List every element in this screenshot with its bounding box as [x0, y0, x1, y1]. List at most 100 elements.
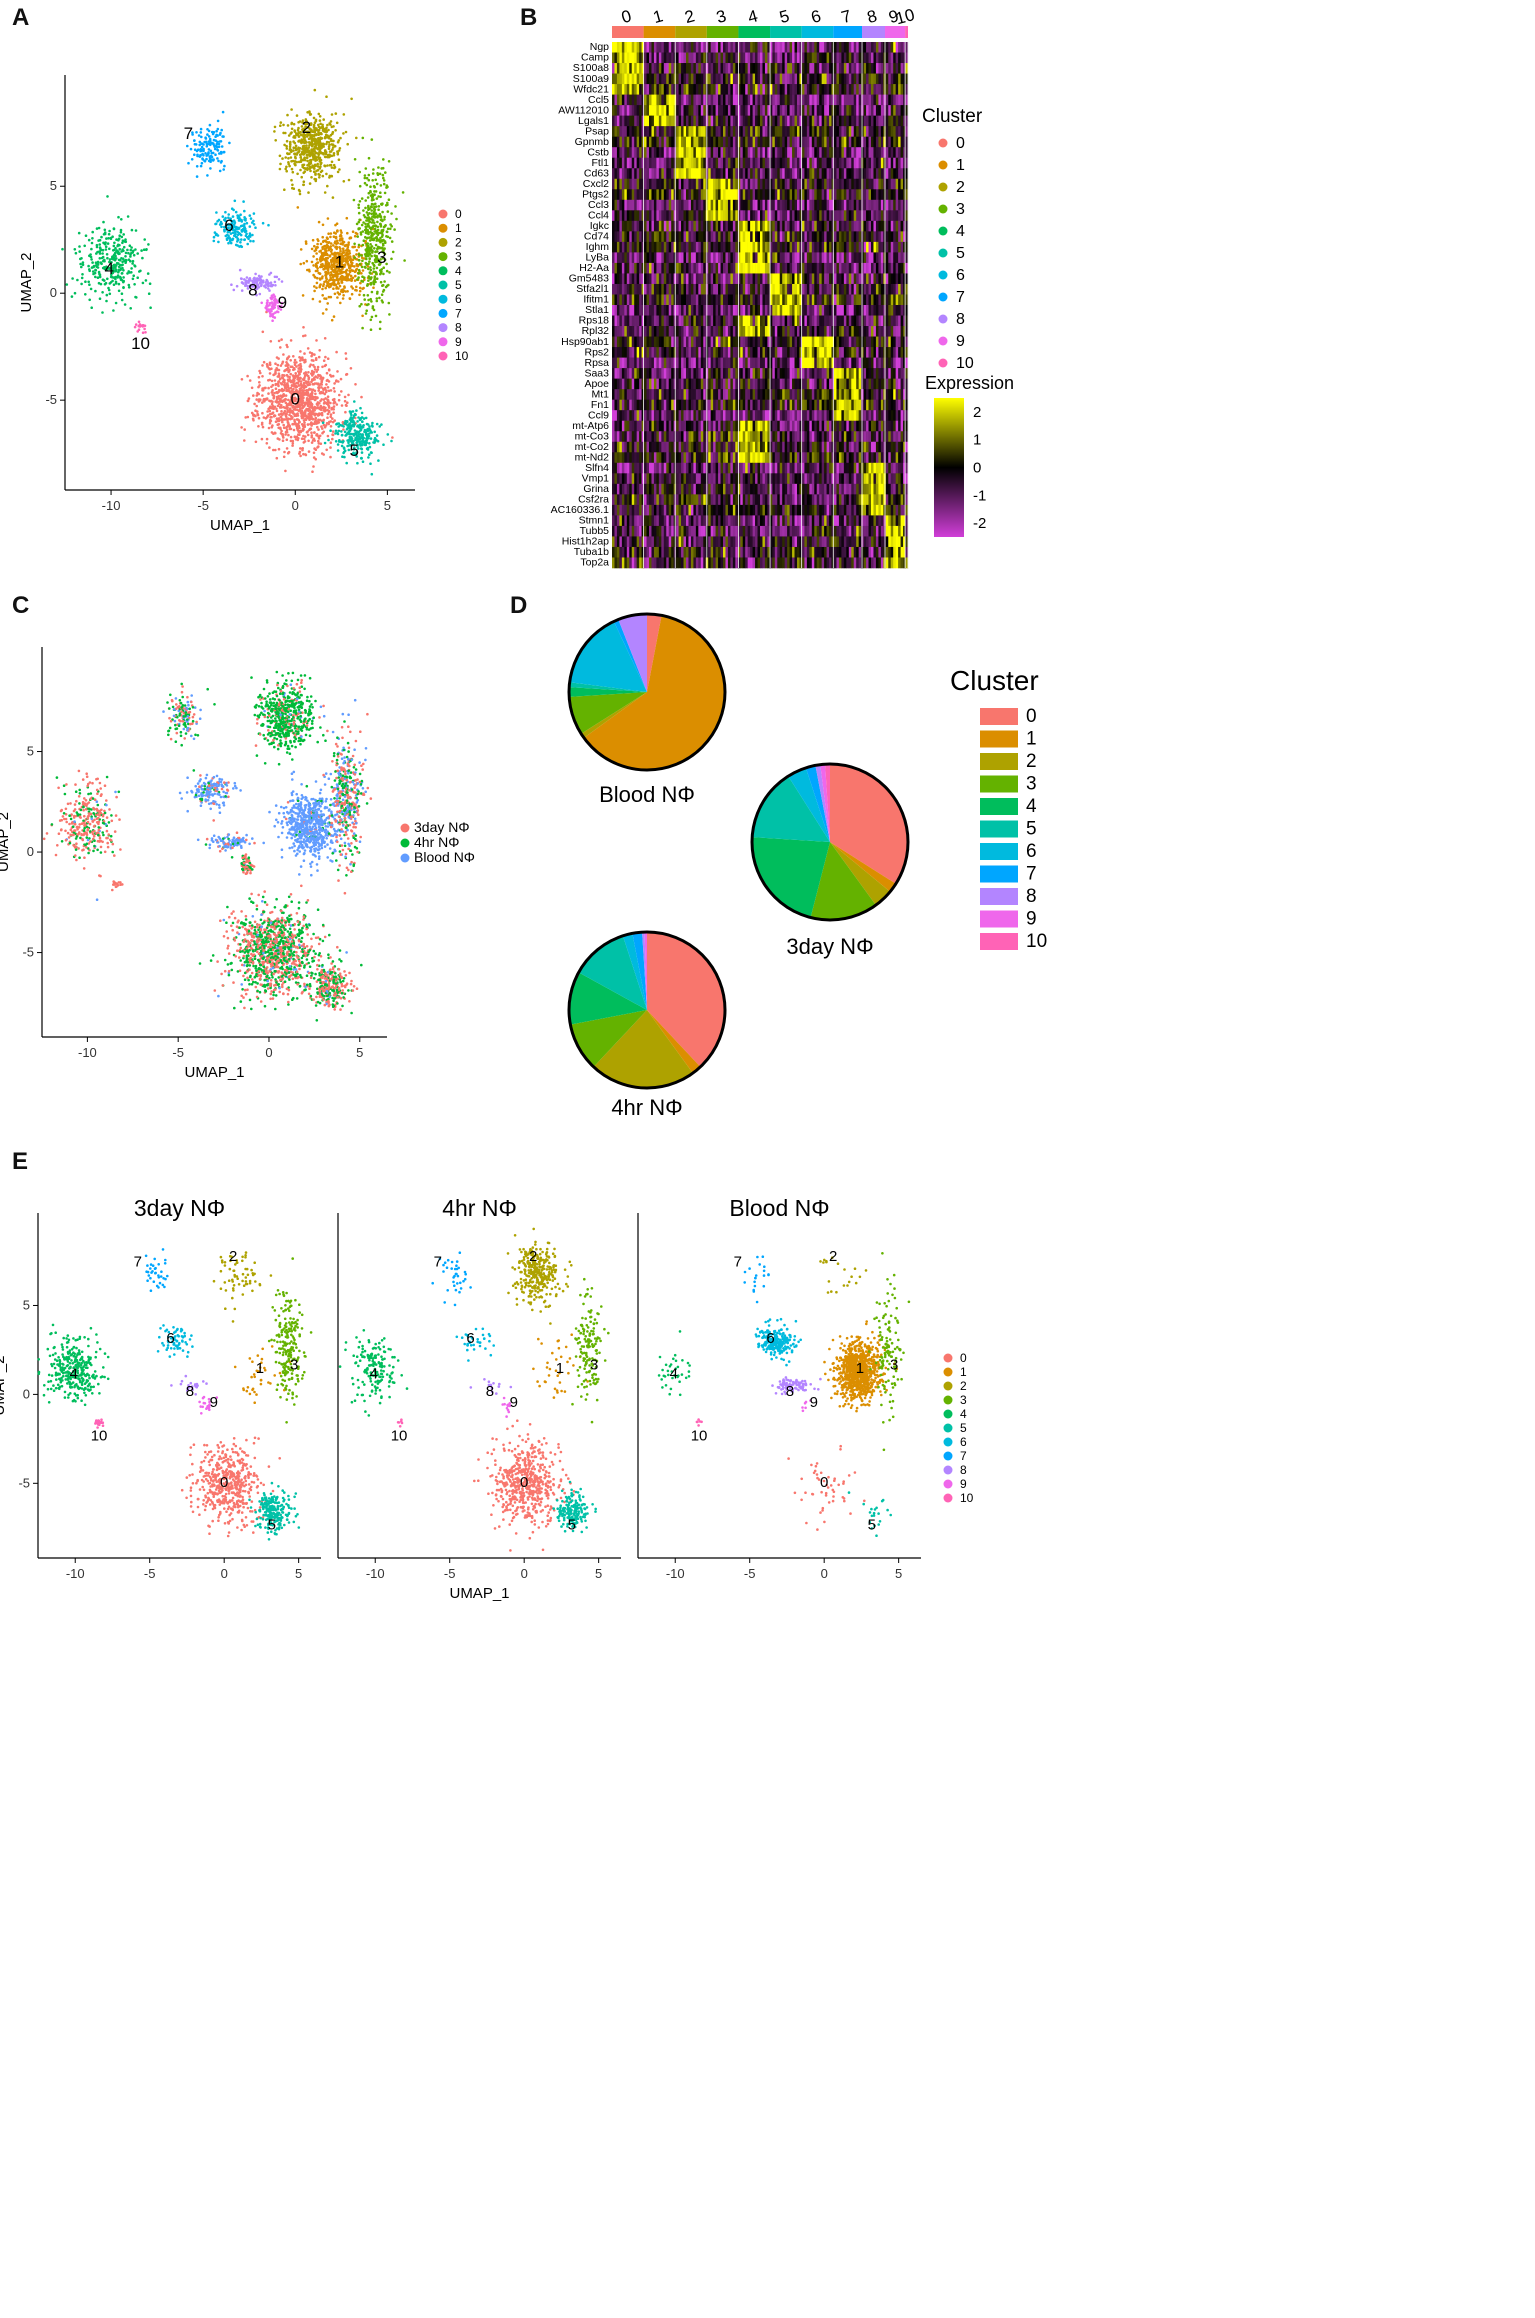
heatmap-cell — [821, 84, 825, 95]
heatmap-cell — [700, 52, 704, 64]
heatmap-cell — [856, 52, 859, 64]
heatmap-cell — [661, 105, 665, 116]
heatmap-cell — [641, 115, 645, 127]
point — [299, 430, 303, 434]
point — [302, 163, 306, 167]
heatmap-cell — [797, 94, 800, 106]
heatmap-cell — [681, 115, 684, 127]
point — [298, 426, 301, 430]
point — [274, 284, 277, 287]
legend-swatch — [438, 323, 448, 333]
heatmap-cell — [732, 126, 736, 137]
point — [257, 285, 261, 289]
heatmap-cell — [755, 94, 758, 106]
point — [352, 198, 356, 202]
point — [355, 285, 358, 289]
heatmap-cell — [755, 73, 758, 85]
heatmap-cell — [868, 115, 872, 127]
point — [312, 465, 315, 468]
heatmap-cell — [764, 42, 768, 53]
point — [303, 170, 307, 173]
heatmap-cell — [888, 42, 892, 53]
heatmap-cell — [853, 115, 857, 127]
point — [206, 174, 209, 177]
point — [273, 379, 277, 382]
point — [294, 422, 298, 425]
point — [276, 404, 280, 408]
heatmap-cell — [848, 63, 852, 74]
point — [80, 257, 83, 260]
heatmap-cell — [806, 115, 810, 127]
point — [308, 397, 311, 401]
point — [357, 211, 361, 215]
heatmap-cell — [681, 52, 684, 64]
heatmap-cell — [750, 126, 753, 137]
point — [326, 302, 330, 305]
point — [318, 115, 322, 118]
heatmap-cell — [619, 84, 623, 95]
point — [107, 232, 111, 236]
heatmap-cell — [612, 136, 615, 148]
heatmap-cell — [656, 105, 660, 116]
point — [342, 428, 345, 431]
point — [98, 257, 102, 260]
heatmap-cell — [762, 126, 766, 137]
point — [375, 266, 379, 270]
point — [97, 270, 101, 274]
point — [386, 227, 390, 231]
point — [303, 389, 306, 392]
point — [279, 412, 283, 416]
point — [124, 261, 127, 265]
y-tick-label: 0 — [50, 285, 57, 300]
point — [312, 170, 316, 173]
point — [302, 434, 305, 438]
point — [261, 330, 265, 334]
heatmap-cell — [621, 94, 625, 106]
point — [120, 298, 124, 302]
point — [317, 428, 320, 431]
point — [235, 227, 239, 231]
heatmap-cell — [856, 94, 859, 106]
point — [105, 299, 108, 303]
point — [195, 131, 198, 134]
point — [328, 174, 332, 178]
point — [353, 242, 356, 246]
heatmap-cell — [885, 126, 889, 137]
heatmap-cell — [653, 105, 657, 116]
heatmap-cell — [880, 63, 884, 74]
point — [391, 250, 395, 254]
point — [304, 242, 308, 245]
heatmap-cell — [846, 115, 850, 127]
point — [232, 223, 236, 226]
heatmap-cell — [846, 52, 850, 64]
point — [268, 289, 271, 292]
point — [328, 420, 331, 424]
heatmap-cell — [819, 126, 822, 137]
point — [316, 267, 319, 270]
point — [387, 283, 390, 287]
heatmap-cell — [799, 105, 803, 116]
heatmap-cell — [858, 94, 862, 106]
heatmap-cell — [819, 105, 822, 116]
point — [357, 203, 361, 207]
heatmap-cell — [681, 73, 684, 85]
heatmap-cell — [671, 73, 674, 85]
heatmap-cell — [868, 84, 872, 95]
point — [289, 391, 292, 394]
point — [268, 421, 272, 425]
point — [312, 456, 316, 459]
heatmap-cell — [750, 84, 753, 95]
point — [290, 131, 293, 134]
legend-label: 9 — [455, 335, 462, 349]
point — [265, 308, 269, 312]
heatmap-cell — [834, 126, 837, 137]
heatmap-cell — [782, 73, 785, 85]
point — [308, 409, 312, 412]
point — [357, 227, 361, 231]
point — [319, 377, 322, 380]
point — [361, 314, 364, 318]
point — [89, 287, 93, 291]
heatmap-cell — [774, 94, 778, 106]
point — [127, 270, 130, 273]
heatmap-cell — [750, 42, 753, 53]
